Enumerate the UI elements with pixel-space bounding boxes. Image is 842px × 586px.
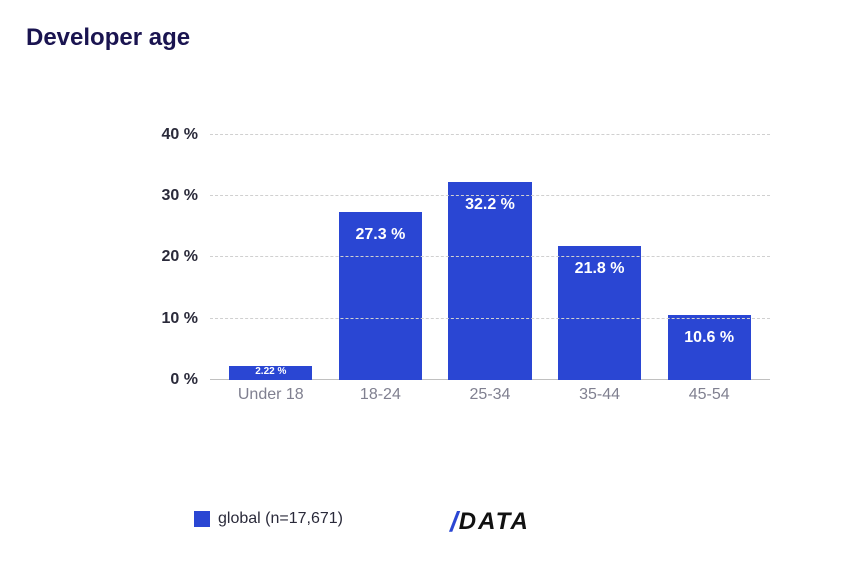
bar-slot: 2.22 %: [216, 110, 326, 380]
chart: 2.22 % 27.3 % 32.2 % 21.8 % 10.6 % 0 % 10 % 20…: [130, 110, 770, 410]
y-tick-label: 10 %: [162, 310, 198, 328]
y-tick-label: 40 %: [162, 126, 198, 144]
bar: 2.22 %: [229, 366, 312, 380]
legend: global (n=17,671): [194, 510, 343, 528]
legend-label: global (n=17,671): [218, 510, 343, 528]
bar: 32.2 %: [448, 182, 531, 380]
y-tick-label: 0 %: [170, 371, 198, 389]
gridline: [210, 195, 770, 196]
legend-swatch: [194, 511, 210, 527]
bar-slot: 21.8 %: [545, 110, 655, 380]
y-tick-label: 20 %: [162, 248, 198, 266]
gridline: [210, 256, 770, 257]
bar-value-label: 2.22 %: [255, 366, 286, 377]
bar-slot: 32.2 %: [435, 110, 545, 380]
brand-text: DATA: [459, 508, 530, 536]
x-ticks: Under 1818-2425-3435-4445-54: [210, 380, 770, 410]
y-tick-label: 30 %: [162, 187, 198, 205]
page: Developer age 2.22 % 27.3 % 32.2 % 21.8 % 10…: [0, 0, 842, 586]
brand-logo: / DATA: [450, 506, 530, 538]
x-tick-label: 25-34: [435, 380, 545, 410]
chart-title: Developer age: [26, 24, 190, 52]
bars-container: 2.22 % 27.3 % 32.2 % 21.8 % 10.6 %: [210, 110, 770, 380]
bar: 21.8 %: [558, 246, 641, 380]
x-tick-label: 18-24: [326, 380, 436, 410]
bar-slot: 27.3 %: [326, 110, 436, 380]
x-tick-label: 35-44: [545, 380, 655, 410]
gridline: [210, 318, 770, 319]
bar-value-label: 10.6 %: [684, 329, 734, 347]
gridline: [210, 134, 770, 135]
bar-slot: 10.6 %: [654, 110, 764, 380]
x-tick-label: Under 18: [216, 380, 326, 410]
bar-value-label: 27.3 %: [355, 226, 405, 244]
plot-area: 2.22 %27.3 %32.2 %21.8 %10.6 % 0 %10 %20…: [210, 110, 770, 380]
brand-slash: /: [450, 506, 457, 538]
bar-value-label: 32.2 %: [465, 196, 515, 214]
x-tick-label: 45-54: [654, 380, 764, 410]
bar-value-label: 21.8 %: [575, 260, 625, 278]
bar: 27.3 %: [339, 212, 422, 380]
bar: 10.6 %: [668, 315, 751, 380]
